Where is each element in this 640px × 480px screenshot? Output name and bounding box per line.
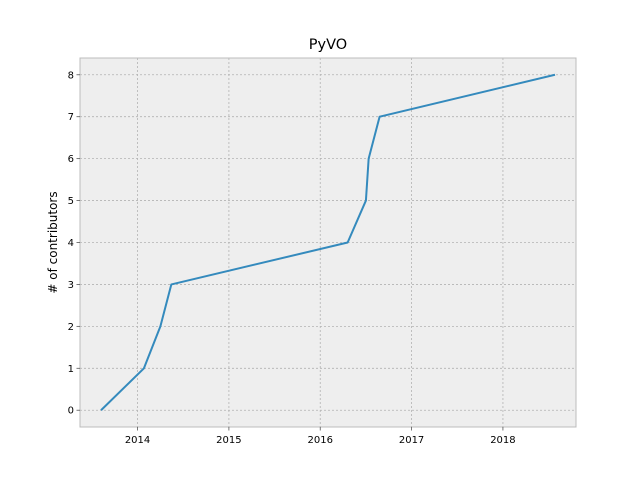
y-tick-label: 5: [68, 196, 74, 207]
series-group: [100, 73, 556, 411]
x-tick-label: 2018: [490, 435, 515, 446]
series-line-0: [100, 73, 556, 411]
y-tick-label: 1: [68, 364, 74, 375]
x-tick-label: 2016: [308, 435, 333, 446]
x-tick-label: 2017: [399, 435, 424, 446]
y-tick-label: 7: [68, 112, 74, 123]
y-axis: 0 1 2 3 4 5 6 7 8: [68, 70, 80, 417]
y-tick-label: 6: [68, 154, 74, 165]
grid-lines: [80, 58, 576, 427]
x-axis: 2014 2015 2016 2017 2018: [125, 427, 516, 446]
y-tick-label: 8: [68, 70, 74, 81]
y-tick-label: 3: [68, 280, 74, 291]
chart-title: PyVO: [309, 37, 347, 53]
y-tick-label: 0: [68, 406, 74, 417]
y-axis-label: # of contributors: [46, 191, 60, 293]
x-tick-label: 2014: [125, 435, 150, 446]
x-tick-label: 2015: [216, 435, 241, 446]
y-tick-label: 4: [68, 238, 74, 249]
y-tick-label: 2: [68, 322, 74, 333]
